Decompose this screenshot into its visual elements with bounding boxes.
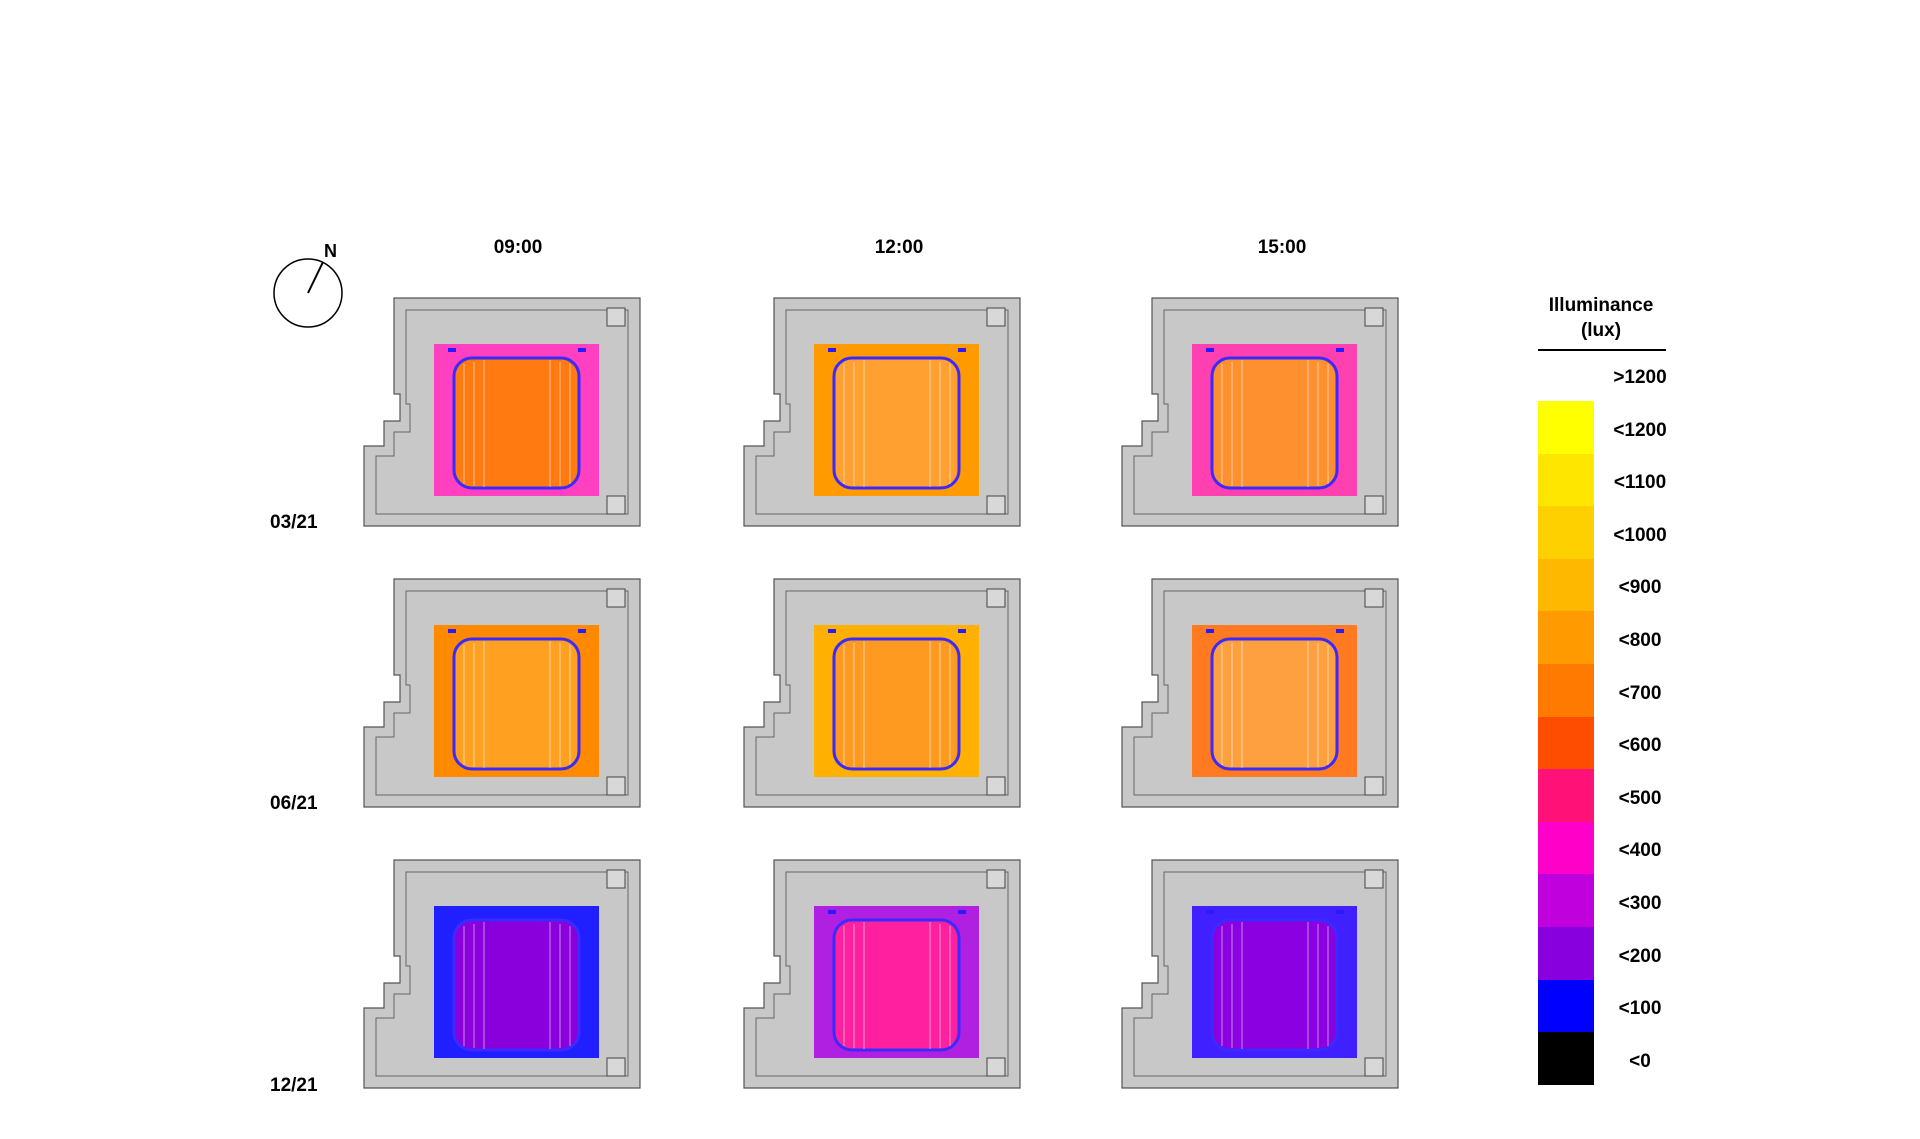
illuminance-map-0321-1200 (742, 296, 1022, 528)
north-arrow (307, 261, 324, 294)
illuminance-map-0321-0900 (362, 296, 642, 528)
legend-value-label: <1200 (1613, 419, 1667, 441)
legend-value-label: <300 (1618, 892, 1662, 914)
time-label-1500: 15:00 (1257, 237, 1307, 258)
legend-swatch (1538, 506, 1594, 559)
legend-swatch (1538, 611, 1594, 664)
legend-value-label: <1000 (1613, 524, 1667, 546)
illuminance-map-0321-1500 (1120, 296, 1400, 528)
legend-title-line1: Illuminance (1548, 295, 1654, 316)
legend-value-label: <900 (1618, 577, 1662, 599)
north-compass: N (273, 241, 343, 328)
legend-swatch (1538, 663, 1594, 717)
legend-swatch (1538, 716, 1594, 770)
legend-divider (1538, 349, 1666, 351)
legend-value-label: <400 (1618, 840, 1662, 862)
legend-value-label: <600 (1618, 735, 1662, 757)
legend-value-labels: >1200 <1200 <1100 <1000 <900 <800 <700 <600 <500… (1600, 368, 1680, 1104)
legend-color-scale (1538, 401, 1594, 1085)
legend-swatch (1538, 926, 1594, 980)
illuminance-map-1221-1200 (742, 858, 1022, 1090)
legend-value-label: <200 (1618, 945, 1662, 967)
time-label-0900: 09:00 (493, 237, 543, 258)
legend-value-label: <1100 (1613, 472, 1667, 494)
legend-value-label: <100 (1618, 998, 1662, 1020)
illuminance-map-0621-1200 (742, 577, 1022, 809)
legend-swatch (1538, 401, 1594, 454)
legend-value-label: <500 (1618, 787, 1662, 809)
illuminance-map-1221-0900 (362, 858, 642, 1090)
legend-title: Illuminance (lux) (1534, 293, 1668, 343)
legend-swatch (1538, 874, 1594, 927)
date-label-1221: 12/21 (270, 1075, 318, 1096)
illuminance-map-0621-1500 (1120, 577, 1400, 809)
compass-circle (273, 258, 343, 328)
time-label-1200: 12:00 (874, 237, 924, 258)
legend-value-label: <700 (1618, 682, 1662, 704)
legend-swatch (1538, 979, 1594, 1033)
date-label-0621: 06/21 (270, 793, 318, 814)
legend-swatch (1538, 558, 1594, 612)
north-label: N (324, 241, 337, 261)
legend-value-label: <800 (1618, 629, 1662, 651)
illuminance-map-1221-1500 (1120, 858, 1400, 1090)
legend-title-line2: (lux) (1580, 320, 1622, 341)
legend-swatch (1538, 821, 1594, 875)
legend-value-label: >1200 (1613, 367, 1667, 388)
legend-swatch (1538, 1032, 1594, 1085)
illuminance-map-0621-0900 (362, 577, 642, 809)
date-label-0321: 03/21 (270, 512, 318, 533)
legend-value-label: <0 (1629, 1050, 1651, 1072)
legend-swatch (1538, 769, 1594, 822)
legend-swatch (1538, 453, 1594, 507)
